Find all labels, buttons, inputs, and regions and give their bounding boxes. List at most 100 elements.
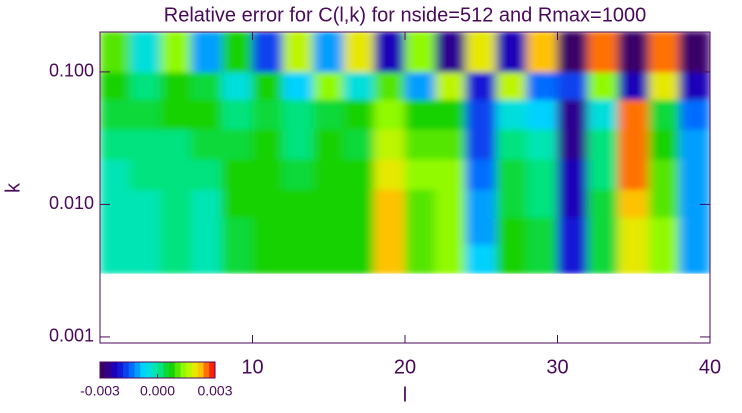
heatmap-cell <box>587 32 619 73</box>
y-axis-label: k <box>2 182 24 193</box>
axes: 10 20 30 40 0.001 0.010 0.100 <box>49 31 721 378</box>
heatmap-cell <box>435 188 467 218</box>
heatmap-cell <box>160 158 192 190</box>
heatmap-cell <box>191 128 223 160</box>
heatmap-cell <box>618 32 650 73</box>
heatmap-cell <box>343 128 375 160</box>
heatmap-cell <box>221 98 253 130</box>
heatmap-cell <box>343 71 375 100</box>
heatmap-cell <box>404 98 436 130</box>
heatmap-cell <box>374 158 406 190</box>
heatmap-cell <box>191 98 223 130</box>
heatmap-cell <box>160 32 192 73</box>
y-tick-label: 0.010 <box>49 193 94 213</box>
heatmap-cell <box>465 71 497 100</box>
heatmap-cell <box>282 98 314 130</box>
heatmap-cell <box>526 188 558 218</box>
heatmap-cell <box>100 216 131 245</box>
heatmap-cell <box>191 188 223 218</box>
heatmap-cell <box>221 243 253 275</box>
heatmap-cell <box>618 128 650 160</box>
heatmap-cell <box>191 158 223 190</box>
heatmap-cell <box>160 188 192 218</box>
heatmap-cell <box>557 188 589 218</box>
heatmap-cell <box>252 216 284 245</box>
heatmap-cell <box>130 216 162 245</box>
colorbar-swatch <box>146 362 153 378</box>
y-tick-label: 0.100 <box>49 61 94 81</box>
heatmap-cell <box>343 216 375 245</box>
heatmap-cell <box>435 216 467 245</box>
heatmap-cell <box>191 216 223 245</box>
heatmap-cell <box>404 158 436 190</box>
heatmap-cell <box>679 158 710 190</box>
heatmap-cell <box>374 98 406 130</box>
colorbar-swatch <box>197 362 204 378</box>
heatmap-cell <box>313 158 345 190</box>
x-tick-label: 10 <box>241 356 263 378</box>
heatmap-cell <box>252 98 284 130</box>
heatmap-cell <box>435 128 467 160</box>
heatmap-cell <box>648 71 680 100</box>
empty-region <box>100 273 710 343</box>
heatmap-cell <box>343 188 375 218</box>
heatmap-cell <box>465 98 497 130</box>
heatmap-cell <box>282 216 314 245</box>
heatmap-cell <box>313 216 345 245</box>
colorbar-swatch <box>186 362 193 378</box>
heatmap-cell <box>343 243 375 275</box>
heatmap-cell <box>618 98 650 130</box>
heatmap-cell <box>404 32 436 73</box>
heatmap-cell <box>252 71 284 100</box>
heatmap-cell <box>130 71 162 100</box>
heatmap-cell <box>496 32 528 73</box>
heatmap-cell <box>679 71 710 100</box>
heatmap-cell <box>221 216 253 245</box>
heatmap-cell <box>618 216 650 245</box>
heatmap-cell <box>587 98 619 130</box>
colorbar-swatch <box>157 362 164 378</box>
heatmap-cell <box>648 158 680 190</box>
heatmap-cell <box>100 71 131 100</box>
heatmap-cell <box>496 98 528 130</box>
heatmap-cell <box>679 128 710 160</box>
heatmap-cell <box>282 32 314 73</box>
heatmap-cell <box>526 32 558 73</box>
heatmap-cell <box>618 188 650 218</box>
heatmap-cell <box>313 71 345 100</box>
heatmap-cell <box>526 216 558 245</box>
heatmap-cell <box>404 71 436 100</box>
heatmap-cell <box>587 216 619 245</box>
heatmap-cell <box>313 128 345 160</box>
heatmap <box>100 32 710 343</box>
heatmap-cell <box>374 32 406 73</box>
heatmap-cell <box>435 243 467 275</box>
heatmap-cell <box>496 188 528 218</box>
colorbar-swatch <box>151 362 158 378</box>
heatmap-cell <box>557 98 589 130</box>
colorbar-swatch <box>203 362 210 378</box>
heatmap-cell <box>526 71 558 100</box>
heatmap-cell <box>679 216 710 245</box>
heatmap-cell <box>679 188 710 218</box>
heatmap-cell <box>282 128 314 160</box>
heatmap-cell <box>221 32 253 73</box>
heatmap-cell <box>404 243 436 275</box>
heatmap-cell <box>191 71 223 100</box>
colorbar-swatch <box>134 362 141 378</box>
heatmap-cell <box>160 243 192 275</box>
colorbar-tick-label: -0.003 <box>80 383 120 399</box>
heatmap-cell <box>160 128 192 160</box>
heatmap-cell <box>648 216 680 245</box>
heatmap-cell <box>252 188 284 218</box>
heatmap-cell <box>557 216 589 245</box>
heatmap-cell <box>282 158 314 190</box>
heatmap-cell <box>465 158 497 190</box>
heatmap-cell <box>282 243 314 275</box>
heatmap-cell <box>618 243 650 275</box>
x-axis-label: l <box>403 384 407 406</box>
heatmap-cell <box>496 216 528 245</box>
colorbar: -0.003 0.000 0.003 <box>80 361 233 399</box>
y-tick-label: 0.001 <box>49 326 94 346</box>
colorbar-swatch <box>111 362 118 378</box>
